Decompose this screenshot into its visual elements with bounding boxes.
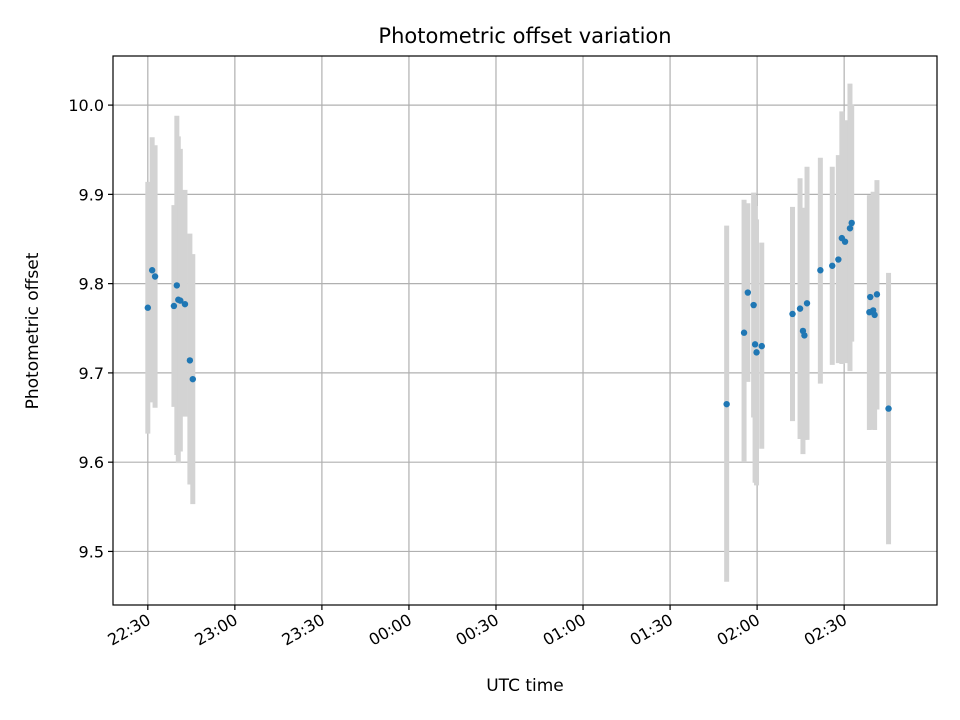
data-point-10 (723, 400, 730, 408)
y-axis: 9.5 9.6 9.7 9.8 9.9 10.0 (68, 96, 113, 561)
y-tick-label: 10.0 (68, 96, 104, 115)
y-tick-label: 9.7 (79, 364, 104, 383)
data-point-17 (789, 310, 796, 318)
data-point-34 (885, 405, 892, 412)
data-points (144, 219, 892, 412)
data-point-23 (829, 262, 836, 269)
data-point-14 (751, 341, 759, 348)
data-point-1 (148, 267, 156, 274)
x-axis-title: UTC time (486, 676, 564, 696)
data-point-30 (867, 293, 874, 301)
data-point-27 (846, 225, 854, 232)
data-point-3 (170, 302, 178, 310)
data-point-24 (835, 256, 842, 263)
data-point-8 (186, 357, 194, 364)
data-point-21 (803, 300, 811, 307)
chart-title: Photometric offset variation (378, 24, 671, 48)
data-point-0 (144, 304, 152, 311)
data-point-33 (873, 291, 881, 298)
y-tick-label: 9.9 (79, 185, 104, 204)
data-point-11 (740, 329, 748, 336)
data-point-13 (750, 301, 757, 309)
data-point-16 (758, 342, 765, 350)
data-point-18 (796, 305, 804, 312)
data-point-26 (841, 238, 849, 245)
data-point-15 (753, 349, 760, 356)
data-point-6 (177, 297, 184, 304)
data-point-28 (848, 219, 855, 227)
data-point-9 (189, 375, 196, 383)
data-point-22 (817, 267, 824, 274)
plot-frame (112, 55, 938, 606)
y-tick-label: 9.6 (79, 453, 104, 472)
y-tick-label: 9.8 (79, 275, 104, 294)
data-point-2 (151, 273, 159, 280)
data-point-32 (871, 311, 878, 319)
y-tick-label: 9.5 (79, 542, 104, 561)
data-point-20 (801, 332, 808, 339)
data-point-12 (744, 289, 752, 296)
y-axis-title: Photometric offset (23, 252, 43, 409)
data-point-4 (173, 282, 181, 289)
data-point-7 (181, 300, 189, 308)
